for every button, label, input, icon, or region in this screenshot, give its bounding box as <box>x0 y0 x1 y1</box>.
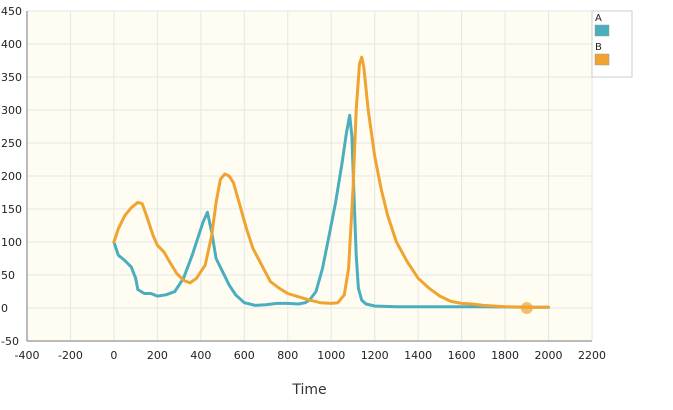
x-tick-label: 1200 <box>361 349 389 362</box>
x-tick-label: 0 <box>110 349 117 362</box>
series-line-a <box>112 113 550 309</box>
legend[interactable]: AB <box>591 10 633 78</box>
x-tick-label: 1800 <box>491 349 519 362</box>
x-tick-label: 800 <box>277 349 298 362</box>
y-tick-label: 350 <box>1 71 22 84</box>
series-markers <box>520 302 533 314</box>
y-tick-label: 450 <box>1 5 22 18</box>
y-tick-label: 300 <box>1 104 22 117</box>
y-tick-label: 200 <box>1 170 22 183</box>
x-tick-label: 1400 <box>404 349 432 362</box>
legend-swatch-a[interactable] <box>594 24 610 37</box>
x-tick-label: 2200 <box>578 349 606 362</box>
x-tick-label: -400 <box>15 349 40 362</box>
y-tick-label: 50 <box>1 269 15 282</box>
x-tick-label: 200 <box>147 349 168 362</box>
legend-label: B <box>595 42 602 53</box>
legend-swatch-b[interactable] <box>594 53 610 66</box>
series-line-b <box>112 55 550 309</box>
x-tick-label: 600 <box>234 349 255 362</box>
x-tick-label: 1600 <box>448 349 476 362</box>
x-axis-title: Time <box>291 382 326 398</box>
y-axis-ticks: -50 0 50 100 150 200 250 300 350 400 450 <box>1 5 22 348</box>
x-tick-label: 400 <box>190 349 211 362</box>
y-tick-label: 250 <box>1 137 22 150</box>
series-lines <box>112 55 550 309</box>
hover-marker[interactable] <box>520 302 533 314</box>
y-tick-label: -50 <box>1 335 19 348</box>
x-tick-label: -200 <box>58 349 83 362</box>
x-axis-ticks: -400 -200 0 200 400 600 800 1000 1200 1400 1600 180… <box>15 349 606 362</box>
x-tick-label: 1000 <box>317 349 345 362</box>
y-tick-label: 0 <box>1 302 8 315</box>
legend-label: A <box>595 13 602 24</box>
x-tick-label: 2000 <box>535 349 563 362</box>
y-tick-label: 150 <box>1 203 22 216</box>
y-tick-label: 100 <box>1 236 22 249</box>
legend-box <box>591 10 633 78</box>
y-tick-label: 400 <box>1 38 22 51</box>
gridlines <box>26 10 593 342</box>
